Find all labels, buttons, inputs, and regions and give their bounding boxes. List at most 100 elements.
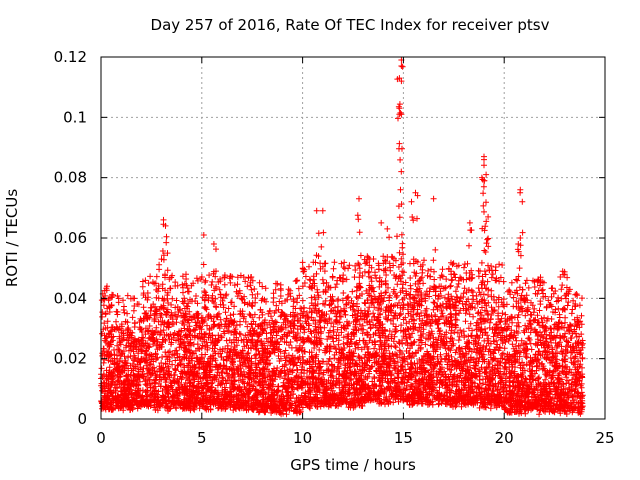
scatter-point: [105, 331, 112, 338]
scatter-point: [125, 325, 132, 331]
scatter-point: [109, 291, 115, 298]
scatter-point: [306, 263, 312, 270]
scatter-point: [114, 293, 121, 299]
scatter-point: [151, 380, 158, 387]
scatter-point: [115, 346, 122, 353]
scatter-point: [140, 304, 147, 311]
scatter-point: [122, 318, 129, 325]
scatter-point: [149, 279, 156, 286]
scatter-point: [109, 373, 116, 380]
scatter-point: [159, 354, 166, 360]
scatter-point: [329, 274, 336, 281]
scatter-point: [124, 310, 131, 317]
scatter-point: [340, 290, 347, 296]
scatter-point: [104, 342, 111, 349]
scatter-point: [119, 350, 126, 357]
scatter-point: [135, 385, 142, 392]
scatter-point: [293, 278, 300, 284]
scatter-point: [106, 364, 113, 371]
scatter-point: [130, 343, 136, 350]
scatter-point: [109, 357, 116, 364]
scatter-point: [101, 383, 108, 390]
scatter-point: [209, 278, 216, 285]
scatter-point: [403, 320, 410, 327]
scatter-point: [116, 338, 123, 345]
scatter-point: [108, 324, 115, 331]
scatter-point: [102, 388, 109, 395]
scatter-point: [114, 352, 121, 359]
scatter-point: [130, 378, 137, 385]
scatter-point: [335, 303, 341, 310]
scatter-point: [120, 297, 126, 304]
scatter-point: [114, 311, 121, 318]
scatter-point: [256, 314, 263, 321]
scatter-point: [126, 347, 132, 354]
scatter-point: [340, 340, 347, 347]
scatter-point: [124, 384, 131, 391]
scatter-point: [114, 342, 121, 349]
scatter-point: [193, 275, 200, 282]
scatter-point: [99, 330, 105, 337]
scatter-point: [394, 374, 401, 381]
scatter-point: [306, 276, 313, 283]
scatter-point: [439, 266, 446, 273]
scatter-point: [382, 289, 389, 296]
scatter-point: [206, 272, 213, 279]
scatter-point: [346, 262, 353, 269]
scatter-point: [118, 404, 124, 411]
scatter-point: [124, 292, 131, 299]
scatter-point: [237, 318, 243, 325]
scatter-point: [127, 362, 134, 369]
scatter-point: [430, 257, 437, 264]
scatter-point: [136, 358, 143, 365]
scatter-point: [121, 365, 128, 371]
scatter-point: [120, 386, 127, 392]
scatter-point: [99, 309, 106, 316]
scatter-point: [134, 301, 141, 307]
scatter-point: [270, 294, 277, 301]
scatter-point: [120, 407, 127, 414]
scatter-point: [299, 297, 306, 304]
scatter-point: [407, 260, 413, 267]
scatter-point: [251, 286, 258, 292]
scatter-point: [356, 261, 362, 268]
scatter-point: [462, 318, 469, 325]
scatter-point: [128, 405, 135, 411]
scatter-point: [99, 398, 106, 405]
scatter-point: [121, 309, 128, 316]
scatter-point: [111, 351, 118, 358]
scatter-point: [101, 356, 108, 363]
scatter-point: [353, 294, 360, 300]
scatter-point: [246, 311, 253, 318]
scatter-point: [123, 392, 130, 399]
scatter-point: [299, 259, 306, 266]
scatter-point: [221, 274, 228, 281]
scatter-point: [109, 393, 116, 400]
scatter-point: [333, 281, 340, 288]
scatter-point: [114, 360, 120, 366]
scatter-point: [105, 348, 112, 355]
scatter-point: [134, 390, 140, 397]
scatter-point: [425, 267, 432, 274]
scatter-point: [118, 321, 125, 328]
scatter-point: [421, 257, 427, 264]
scatter-point: [378, 306, 385, 312]
scatter-point: [430, 299, 437, 306]
scatter-point: [102, 325, 109, 332]
scatter-point: [122, 381, 128, 388]
scatter-point: [249, 291, 256, 298]
scatter-point: [121, 359, 128, 366]
scatter-point: [125, 373, 132, 380]
scatter-point: [183, 276, 190, 282]
scatter-point: [290, 298, 297, 305]
scatter-point: [113, 318, 119, 325]
scatter-point: [130, 295, 137, 302]
scatter-point: [132, 320, 138, 327]
scatter-point: [114, 385, 121, 392]
scatter-point: [119, 363, 125, 370]
chart-title: Day 257 of 2016, Rate Of TEC Index for r…: [151, 16, 550, 34]
scatter-point: [124, 402, 130, 409]
scatter-point: [277, 368, 284, 375]
scatter-point: [392, 329, 399, 335]
scatter-point: [104, 375, 111, 382]
